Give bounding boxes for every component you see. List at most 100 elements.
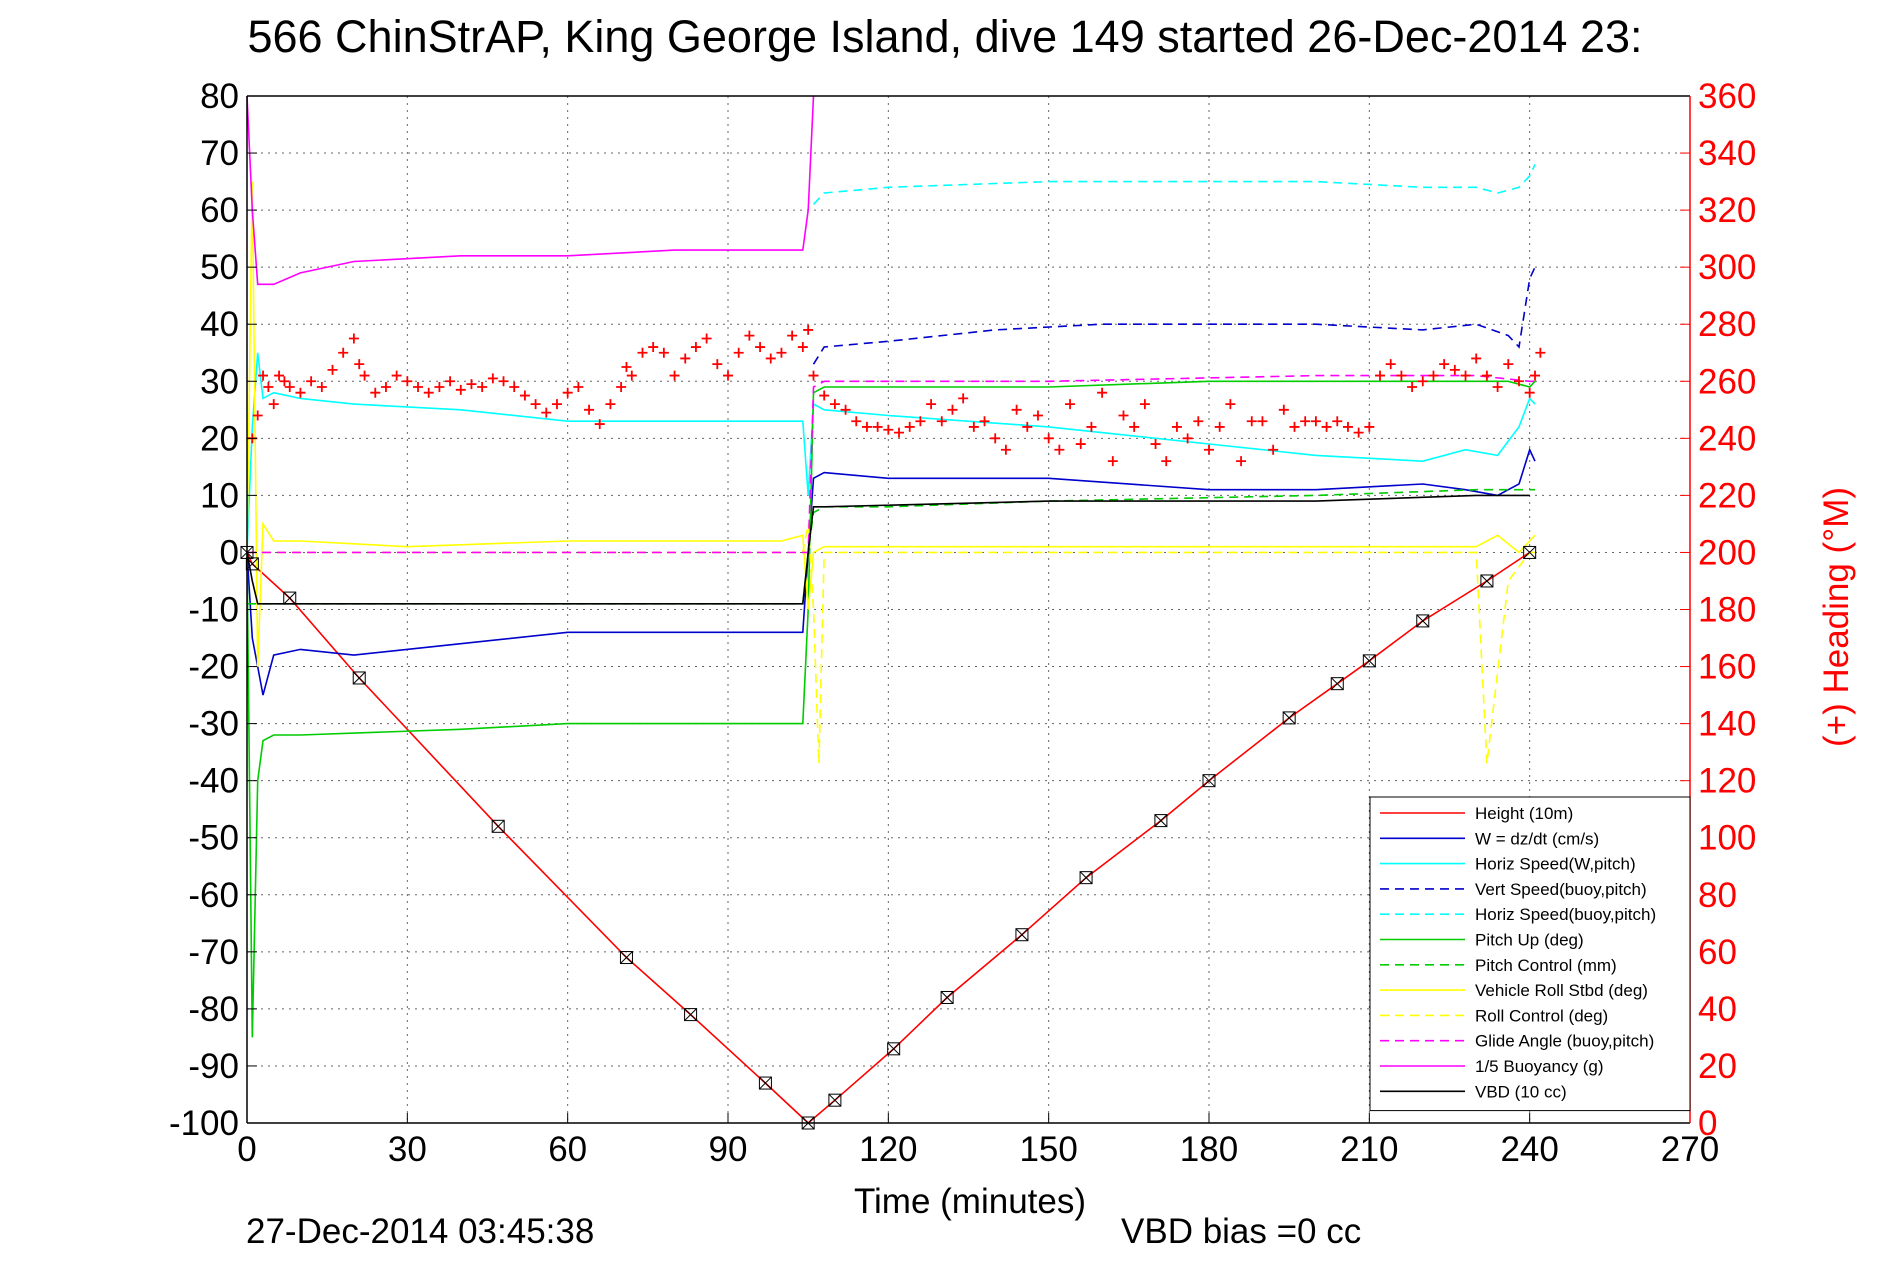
y2-tick-label: 80 [1698, 876, 1737, 915]
heading-point [274, 370, 285, 381]
height-marker [491, 819, 505, 833]
heading-point [295, 387, 306, 398]
heading-point [530, 399, 541, 410]
x-axis-label: Time (minutes) [854, 1182, 1086, 1221]
y2-tick-label: 180 [1698, 591, 1756, 630]
y-tick-label: 10 [200, 476, 239, 515]
heading-point [1439, 359, 1450, 370]
heading-point [284, 381, 295, 392]
heading-point [1428, 370, 1439, 381]
heading-point [509, 381, 520, 392]
heading-point [1503, 359, 1514, 370]
legend-box [1369, 796, 1691, 1112]
heading-point [1161, 456, 1172, 467]
heading-point [840, 404, 851, 415]
heading-series [247, 324, 1546, 467]
heading-point [1043, 433, 1054, 444]
heading-point [1524, 387, 1535, 398]
heading-point [380, 381, 391, 392]
heading-point [466, 379, 477, 390]
x-tick-label: 0 [237, 1130, 256, 1169]
heading-point [562, 387, 573, 398]
heading-point [519, 390, 530, 401]
heading-point [487, 373, 498, 384]
x-tick-label: 90 [709, 1130, 748, 1169]
heading-point [968, 421, 979, 432]
heading-point [306, 376, 317, 387]
x-tick-label: 30 [388, 1130, 427, 1169]
y2-tick-label: 240 [1698, 419, 1756, 458]
heading-point [744, 330, 755, 341]
heading-point [1097, 387, 1108, 398]
heading-point [1353, 427, 1364, 438]
y2-tick-label: 140 [1698, 705, 1756, 744]
heading-point [423, 387, 434, 398]
height-marker [887, 1042, 901, 1056]
heading-point [1396, 370, 1407, 381]
heading-point [1321, 421, 1332, 432]
y-tick-label: 70 [200, 134, 239, 173]
heading-point [1107, 456, 1118, 467]
heading-point [338, 347, 349, 358]
heading-point [1460, 370, 1471, 381]
y2-tick-label: 340 [1698, 134, 1756, 173]
height-marker [828, 1093, 842, 1107]
heading-point [551, 399, 562, 410]
height-marker [1202, 774, 1216, 788]
heading-point [391, 370, 402, 381]
height-marker [1480, 574, 1494, 588]
heading-point [1032, 410, 1043, 421]
legend-label: Horiz Speed(buoy,pitch) [1475, 905, 1656, 924]
series-line [246, 181, 1536, 667]
y2-tick-label: 0 [1698, 1104, 1717, 1143]
y2-tick-label: 320 [1698, 191, 1756, 230]
heading-point [263, 381, 274, 392]
x-tick-label: 120 [859, 1130, 917, 1169]
heading-point [1535, 347, 1546, 358]
heading-point [894, 427, 905, 438]
heading-point [851, 416, 862, 427]
height-marker [1015, 928, 1029, 942]
heading-point [1118, 410, 1129, 421]
series-line [247, 523, 1535, 764]
y2-tick-label: 260 [1698, 362, 1756, 401]
y-tick-label: 40 [200, 305, 239, 344]
heading-point [1139, 399, 1150, 410]
footer-date: 27-Dec-2014 03:45:38 [246, 1212, 594, 1251]
heading-point [584, 404, 595, 415]
legend-label: Vert Speed(buoy,pitch) [1475, 880, 1647, 899]
y2-tick-label: 120 [1698, 762, 1756, 801]
heading-point [904, 421, 915, 432]
y2-tick-label: 220 [1698, 476, 1756, 515]
heading-point [1300, 416, 1311, 427]
y-tick-label: -50 [188, 819, 239, 858]
heading-point [1257, 416, 1268, 427]
height-marker [1154, 814, 1168, 828]
x-tick-label: 150 [1019, 1130, 1077, 1169]
heading-point [797, 342, 808, 353]
heading-point [455, 384, 466, 395]
heading-point [1214, 421, 1225, 432]
height-marker [758, 1076, 772, 1090]
heading-point [1332, 416, 1343, 427]
y-tick-label: 20 [200, 419, 239, 458]
heading-point [947, 404, 958, 415]
y2-tick-label: 200 [1698, 533, 1756, 572]
grid [246, 95, 1691, 1124]
y2-tick-label: 20 [1698, 1047, 1737, 1086]
heading-point [1150, 439, 1161, 450]
heading-point [723, 370, 733, 381]
heading-point [1225, 399, 1236, 410]
heading-point [1342, 421, 1353, 432]
legend: Height (10m) W = dz/dt (cm/s) Horiz Speed(… [1369, 796, 1691, 1112]
heading-point [370, 387, 381, 398]
heading-point [258, 370, 269, 381]
right-axis-label: (+) Heading (°M) [1817, 487, 1856, 747]
y2-tick-label: 100 [1698, 819, 1756, 858]
height-marker [1362, 654, 1376, 668]
legend-label: 1/5 Buoyancy (g) [1475, 1057, 1604, 1076]
y2-tick-label: 60 [1698, 933, 1737, 972]
legend-label: Roll Control (deg) [1475, 1006, 1608, 1025]
heading-point [1492, 381, 1503, 392]
